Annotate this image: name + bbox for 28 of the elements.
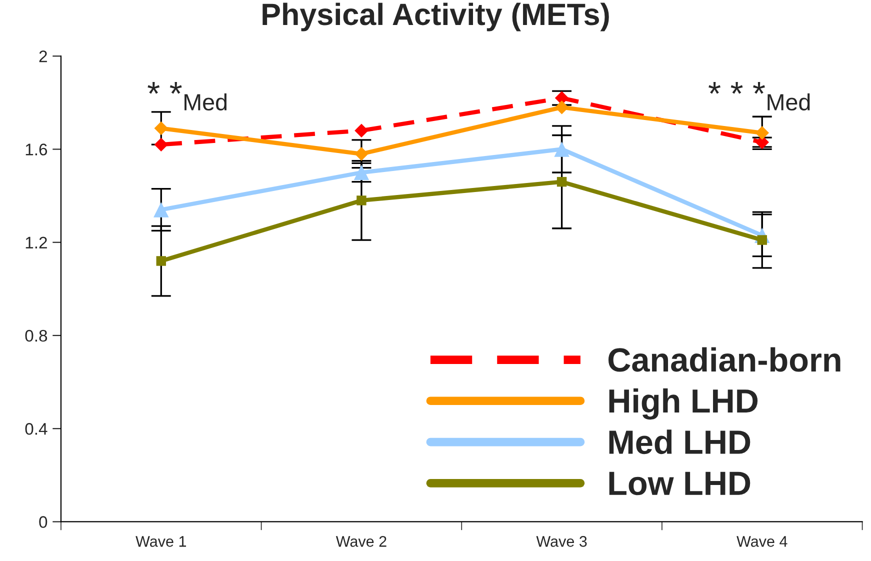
y-tick-label: 1.6	[26, 144, 48, 156]
y-tick-label: 0	[39, 516, 48, 528]
point	[554, 100, 569, 114]
y-tick-label: 2	[39, 50, 47, 62]
chart-title: Physical Activity (METs)	[262, 2, 609, 32]
x-tick-label: Wave 4	[736, 536, 788, 547]
legend-label: Med LHD	[609, 430, 750, 454]
y-tick-label: 0.8	[25, 330, 48, 342]
x-tick-label: Wave 2	[336, 536, 386, 547]
legend-label: Canadian-born	[608, 347, 840, 372]
point	[154, 138, 168, 152]
point	[556, 176, 567, 187]
x-tick-label: Wave 3	[536, 536, 587, 547]
point	[554, 142, 570, 157]
y-tick-label: 1.2	[26, 236, 47, 248]
legend-label: Low LHD	[609, 472, 750, 496]
point	[153, 202, 169, 218]
x-tick-label: Wave 1	[136, 536, 186, 547]
legend-label: High LHD	[609, 388, 758, 420]
annotation: * *$_{Med}$	[148, 82, 227, 111]
annotation: * * *$_{Med}$	[708, 82, 810, 111]
point	[156, 256, 166, 266]
y-tick-label: 0.4	[25, 423, 48, 435]
point	[356, 196, 366, 206]
point	[755, 126, 769, 140]
point	[354, 124, 368, 138]
point	[154, 121, 168, 136]
point	[354, 147, 368, 161]
